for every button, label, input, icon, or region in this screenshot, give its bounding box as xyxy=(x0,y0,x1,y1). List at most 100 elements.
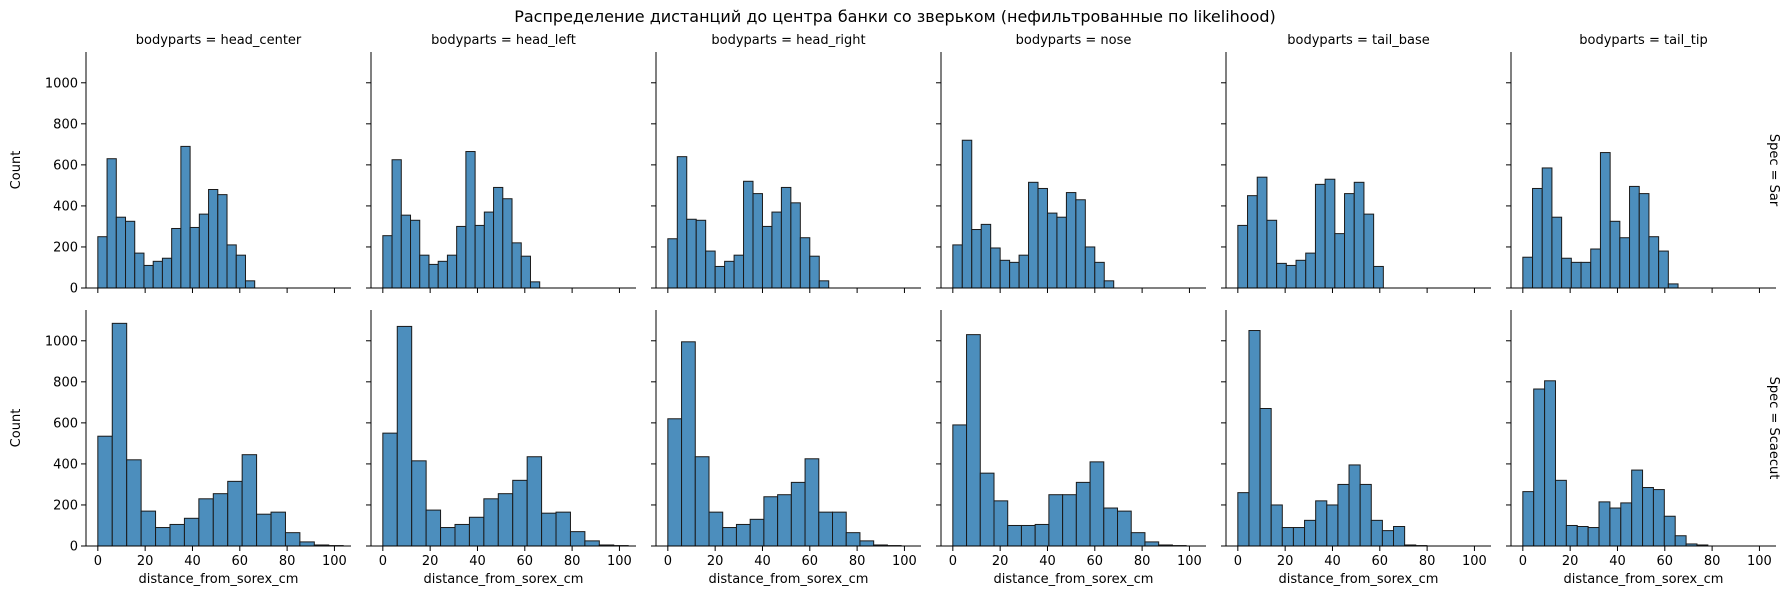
histogram-bar xyxy=(1598,501,1611,547)
x-axis-label: distance_from_sorex_cm xyxy=(424,572,584,587)
histogram-bar xyxy=(512,479,528,547)
histogram-bar xyxy=(244,280,256,289)
histogram-bar xyxy=(961,139,973,289)
x-tick-label: 20 xyxy=(422,554,439,569)
histogram-bar xyxy=(526,456,543,547)
histogram-bar xyxy=(1565,524,1578,547)
histogram-bar xyxy=(1348,464,1361,547)
x-tick-label: 0 xyxy=(1519,554,1527,569)
histogram-bar xyxy=(790,202,801,289)
histogram-bar xyxy=(1292,527,1306,547)
y-tick-label: 600 xyxy=(53,158,78,173)
facet-panel-sar-nose: bodyparts = nose xyxy=(936,33,1206,293)
histogram-bar xyxy=(1541,167,1553,289)
histogram-bar xyxy=(1314,183,1326,289)
x-tick-label: 80 xyxy=(564,554,581,569)
histogram-bar xyxy=(299,541,315,547)
histogram-bar xyxy=(382,235,393,289)
histogram-bar xyxy=(143,264,154,289)
histogram-bar xyxy=(1609,507,1622,547)
histogram-bar xyxy=(724,260,735,289)
y-tick-label: 400 xyxy=(53,457,78,472)
histogram-bar xyxy=(714,265,726,289)
histogram-bar xyxy=(818,280,830,289)
histogram-bar xyxy=(1048,494,1064,547)
histogram-bar xyxy=(1599,152,1611,289)
histogram-bar xyxy=(667,238,678,289)
histogram-bar xyxy=(456,225,467,289)
histogram-bar xyxy=(1359,483,1372,547)
histogram-bar xyxy=(952,244,963,289)
x-tick-label: 80 xyxy=(1134,554,1151,569)
histogram-bar xyxy=(1587,527,1600,547)
histogram-bar xyxy=(198,498,214,547)
histogram-bar xyxy=(217,194,228,289)
histogram-bar xyxy=(529,281,541,289)
row-title: Spec = Scaecut xyxy=(1766,377,1781,480)
histogram-bar xyxy=(1590,248,1601,289)
facet-panel-scaecut-tail-tip: 0 20 40 60 80 100 distance_from_sorex_cm Spec =… xyxy=(1506,310,1781,587)
histogram-bar xyxy=(474,224,485,289)
x-tick-label: 100 xyxy=(1177,554,1202,569)
histogram-bar xyxy=(993,500,1009,547)
y-tick-label: 0 xyxy=(70,282,78,297)
x-tick-label: 60 xyxy=(517,554,534,569)
histogram-bar xyxy=(1281,527,1294,547)
histogram-bar xyxy=(1075,199,1086,289)
histogram-bar xyxy=(1089,461,1105,547)
histogram-bar xyxy=(1619,237,1631,289)
histogram-bar xyxy=(1344,193,1355,289)
histogram-bar xyxy=(520,255,531,289)
histogram-bar xyxy=(1642,487,1654,547)
histogram-bar xyxy=(134,252,145,289)
histogram-bar xyxy=(493,186,504,289)
histogram-bar xyxy=(752,193,763,289)
histogram-bar xyxy=(771,211,782,289)
histogram-bar xyxy=(1522,491,1535,547)
histogram-bar xyxy=(1237,492,1250,547)
histogram-bar xyxy=(667,418,683,547)
histogram-bar xyxy=(1130,532,1146,547)
histogram-bar xyxy=(1674,535,1687,547)
histogram-bar xyxy=(1009,261,1020,289)
histogram-bar xyxy=(1667,283,1679,289)
facet-panel-scaecut-nose: 0 20 40 60 80 100 distance_from_sorex_cm xyxy=(936,310,1206,587)
histogram-bar xyxy=(502,198,513,289)
histogram-bar xyxy=(425,509,442,547)
x-axis-label: distance_from_sorex_cm xyxy=(1279,572,1439,587)
histogram-bar xyxy=(440,527,456,547)
x-tick-label: 0 xyxy=(949,554,957,569)
x-tick-label: 20 xyxy=(137,554,154,569)
histogram-bar xyxy=(1144,541,1160,547)
histogram-bar xyxy=(465,151,476,289)
histogram-bar xyxy=(1570,261,1582,289)
y-axis-label: Count xyxy=(9,409,24,448)
histogram-bar xyxy=(1522,256,1534,289)
x-tick-label: 60 xyxy=(802,554,819,569)
histogram-bar xyxy=(1551,216,1563,289)
histogram-bar xyxy=(743,180,754,289)
x-tick-label: 100 xyxy=(1747,554,1772,569)
histogram-bar xyxy=(1034,523,1050,547)
histogram-bar xyxy=(1295,259,1307,289)
histogram-bar xyxy=(97,236,108,289)
histogram-bar xyxy=(708,511,724,547)
histogram-bar xyxy=(541,512,557,547)
histogram-bar xyxy=(1276,262,1287,289)
histogram-bar xyxy=(227,480,243,547)
histogram-bar xyxy=(1270,504,1283,547)
histogram-bar xyxy=(1363,213,1375,289)
histogram-bar xyxy=(804,458,820,547)
histogram-bar xyxy=(1631,469,1644,547)
x-tick-label: 40 xyxy=(1324,554,1341,569)
histogram-bar xyxy=(454,523,470,547)
histogram-bar xyxy=(382,432,398,547)
histogram-bar xyxy=(1094,261,1105,289)
histogram-bar xyxy=(410,219,421,289)
histogram-bar xyxy=(1046,212,1058,289)
x-tick-label: 20 xyxy=(1277,554,1294,569)
histogram-bar xyxy=(676,156,688,289)
histogram-bar xyxy=(1663,515,1676,547)
histogram-bar xyxy=(97,435,113,547)
y-tick-label: 1000 xyxy=(45,76,78,91)
